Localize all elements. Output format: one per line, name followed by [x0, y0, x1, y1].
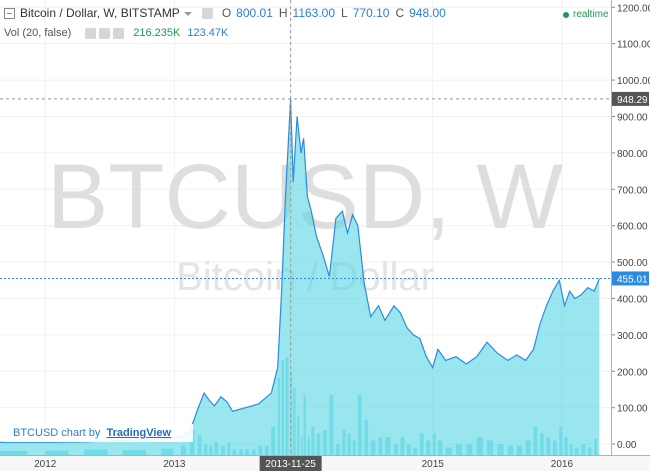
crosshair-date-box	[259, 456, 322, 471]
y-tick-label: 500.00	[617, 258, 648, 269]
y-axis: 0.00 100.00 200.00 300.00 400.00 500.00 600.00…	[611, 0, 650, 455]
volume-ma-value: 123.47K	[187, 27, 229, 39]
x-axis: 2012 2013 2013-11-25 2015 2016	[0, 455, 650, 471]
tradingview-link[interactable]: TradingView	[106, 427, 172, 439]
y-tick-label: 100.00	[617, 404, 648, 415]
y-tick-label: 800.00	[617, 149, 648, 160]
settings-icon[interactable]	[201, 7, 213, 19]
realtime-label: realtime	[573, 9, 609, 20]
last-price-label: 455.01	[617, 274, 648, 285]
crosshair-price-label: 948.29	[617, 95, 648, 106]
x-tick-label: 2015	[422, 459, 445, 470]
crosshair-date-label: 2013-11-25	[265, 459, 316, 470]
price-line	[0, 98, 600, 443]
y-tick-label: 200.00	[617, 367, 648, 378]
y-tick-label: 1000.00	[617, 76, 650, 87]
open-label: O	[221, 6, 232, 20]
x-tick-label: 2016	[551, 459, 574, 470]
gear-icon[interactable]	[99, 27, 111, 39]
open-value: 800.01	[236, 6, 273, 20]
attribution: BTCUSD chart by TradingView	[5, 424, 193, 442]
price-series	[0, 98, 600, 455]
x-tick-label: 2012	[34, 459, 57, 470]
x-axis-strip	[0, 455, 650, 471]
realtime-badge: realtime	[563, 9, 609, 20]
close-value: 948.00	[409, 6, 446, 20]
y-tick-label: 700.00	[617, 185, 648, 196]
last-price-box	[612, 271, 649, 286]
y-tick-label: 900.00	[617, 112, 648, 123]
chevron-down-icon[interactable]	[183, 12, 192, 16]
status-dot-icon	[563, 11, 569, 18]
price-area	[0, 99, 600, 455]
low-value: 770.10	[352, 6, 390, 20]
low-label: L	[341, 6, 348, 20]
volume-value: 216.235K	[133, 27, 181, 39]
crosshair-price-box	[612, 91, 649, 106]
eye-icon[interactable]	[85, 27, 97, 39]
high-value: 1163.00	[292, 6, 336, 20]
x-tick-label: 2013	[163, 459, 186, 470]
y-tick-label: 0.00	[617, 440, 637, 451]
legend-volume: Vol (20, false) 216.235K 123.47K	[4, 27, 228, 39]
y-tick-label: 1100.00	[617, 40, 650, 51]
close-label: C	[395, 6, 405, 20]
close-icon[interactable]	[113, 27, 125, 39]
high-label: H	[278, 6, 288, 20]
attribution-prefix: BTCUSD chart by	[13, 427, 101, 439]
collapse-icon[interactable]	[4, 7, 15, 19]
y-tick-label: 400.00	[617, 294, 648, 305]
y-tick-label: 600.00	[617, 222, 648, 233]
legend-main: Bitcoin / Dollar, W, BITSTAMP O 800.01 H…	[4, 6, 446, 20]
volume-label[interactable]: Vol (20, false)	[4, 27, 72, 39]
y-tick-label: 300.00	[617, 331, 648, 342]
y-tick-label: 1200.00	[617, 3, 650, 14]
symbol-title[interactable]: Bitcoin / Dollar, W, BITSTAMP	[20, 6, 180, 20]
crosshair: 948.29 455.01	[0, 0, 649, 455]
